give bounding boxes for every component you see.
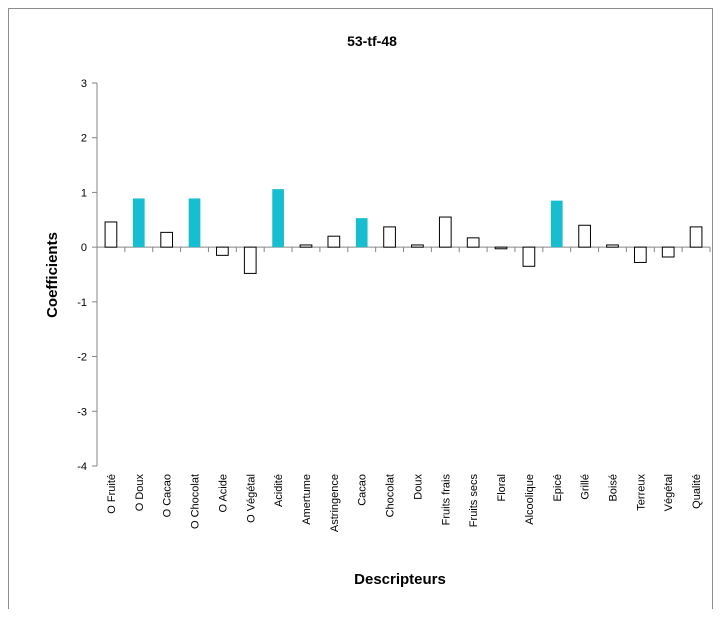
bar [661,246,675,258]
y-tick-label: 1 [81,187,87,199]
bar [383,226,396,248]
bar [522,246,536,267]
bar [299,244,313,248]
category-label: Terreux [635,474,647,511]
category-label: Floral [496,474,508,502]
bar [216,246,229,256]
bar [550,200,563,248]
bar [355,218,368,248]
category-label: Cacao [357,474,369,506]
y-tick-label: -4 [77,461,87,473]
y-tick-label: -1 [77,297,87,309]
bar [689,226,703,248]
bar [132,198,145,248]
bar [188,198,201,248]
y-tick-label: 0 [81,242,87,254]
y-tick-labels: 3 2 1 0 -1 -2 -3 -4 [77,78,87,473]
bar [160,231,174,248]
category-label: O Fruité [106,474,118,514]
category-label: Epicé [552,474,564,502]
y-tick-label: -2 [77,352,87,364]
category-label: Acidité [273,474,285,507]
y-tick-label: 2 [81,133,87,145]
category-label: Alcoolique [524,474,536,525]
category-label: O Végétal [245,474,257,523]
category-label: Chocolat [385,474,397,517]
category-label: Astringence [329,474,341,532]
category-label: Végétal [663,474,675,511]
bar [578,224,591,248]
category-label: O Cacao [162,474,174,517]
bar [606,244,619,248]
bar [494,246,508,250]
axes [92,82,711,467]
bar [104,221,118,248]
bar [243,246,257,274]
y-tick-label: 3 [81,78,87,90]
x-axis-title: Descripteurs [354,571,446,588]
bar [411,244,424,248]
bar [438,216,452,248]
category-labels: O Fruité O Doux O Cacao O Chocolat O Acide O … [106,474,703,533]
bars [104,189,703,274]
category-label: O Doux [134,474,146,512]
category-label: Fruits secs [468,474,480,528]
category-label: Amertume [301,474,313,525]
y-axis-title: Coefficients [44,232,61,318]
chart-title: 53-tf-48 [347,33,397,49]
category-label: Doux [412,474,424,500]
category-label: Boisé [607,474,619,502]
bar [633,246,647,263]
bar [327,235,341,248]
y-tick-label: -3 [77,406,87,418]
category-label: O Chocolat [190,474,202,529]
chart-frame [8,8,713,609]
bar [272,189,284,248]
bar [466,237,480,248]
category-label: Grillé [580,474,592,500]
category-label: Fruits frais [440,474,452,526]
category-label: Qualité [691,474,703,509]
category-label: O Acide [217,474,229,513]
